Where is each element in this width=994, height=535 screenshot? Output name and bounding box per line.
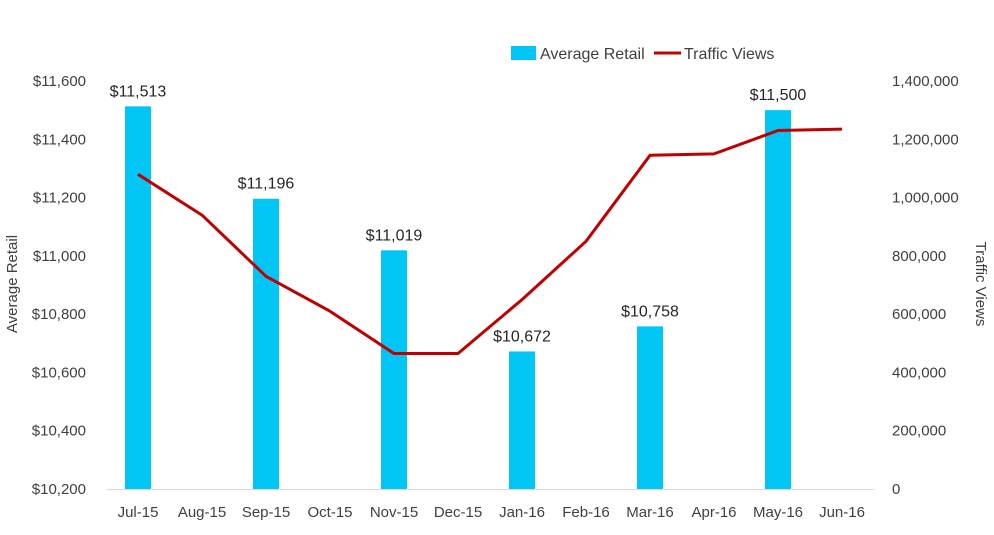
bar-data-label: $10,758 xyxy=(621,303,679,320)
bar-data-label: $11,500 xyxy=(750,87,807,104)
x-tick-label: Feb-16 xyxy=(562,504,610,521)
x-tick-label: Dec-15 xyxy=(434,504,482,521)
legend-label-traffic-views: Traffic Views xyxy=(684,46,774,63)
right-tick-label: 1,000,000 xyxy=(892,190,959,207)
right-axis-title: Traffic Views xyxy=(972,242,989,327)
x-tick-label: Mar-16 xyxy=(626,504,674,521)
bar-nov-15 xyxy=(381,250,407,489)
legend-swatch-average-retail xyxy=(511,46,536,60)
x-tick-label: Aug-15 xyxy=(178,504,226,521)
left-tick-label: $11,200 xyxy=(33,190,86,207)
bar-series-average-retail xyxy=(125,106,791,490)
right-tick-label: 600,000 xyxy=(892,306,946,323)
legend-label-average-retail: Average Retail xyxy=(540,46,645,63)
bar-jul-15 xyxy=(125,106,151,490)
right-tick-label: 800,000 xyxy=(892,248,946,265)
bar-may-16 xyxy=(765,110,791,490)
bar-mar-16 xyxy=(637,326,663,489)
left-tick-label: $11,000 xyxy=(33,248,86,265)
x-tick-label: Sep-15 xyxy=(242,504,290,521)
left-tick-label: $10,800 xyxy=(32,306,86,323)
bar-data-label: $10,672 xyxy=(493,328,551,345)
left-tick-label: $10,400 xyxy=(32,423,86,440)
right-tick-label: 200,000 xyxy=(892,423,946,440)
bar-sep-15 xyxy=(253,198,279,490)
left-tick-label: $11,400 xyxy=(33,131,86,148)
x-tick-label: Jul-15 xyxy=(118,504,159,521)
x-tick-label: May-16 xyxy=(753,504,803,521)
left-tick-label: $10,600 xyxy=(32,364,86,381)
x-tick-label: Jun-16 xyxy=(819,504,865,521)
bar-data-label: $11,019 xyxy=(366,227,423,244)
x-axis-ticks: Jul-15 Aug-15 Sep-15 Oct-15 Nov-15 Dec-15 Jan-… xyxy=(118,504,865,521)
right-tick-label: 400,000 xyxy=(892,364,946,381)
right-tick-label: 1,400,000 xyxy=(892,73,959,90)
x-tick-label: Nov-15 xyxy=(370,504,418,521)
traffic-views-line xyxy=(137,127,843,355)
left-tick-label: $11,600 xyxy=(33,73,86,90)
bar-data-label: $11,513 xyxy=(110,83,167,100)
x-tick-label: Apr-16 xyxy=(691,504,736,521)
left-axis-title: Average Retail xyxy=(4,235,21,333)
right-tick-label: 1,200,000 xyxy=(892,131,959,148)
bar-data-label: $11,196 xyxy=(238,176,295,193)
left-tick-label: $10,200 xyxy=(32,481,86,498)
bar-data-labels: $11,513 $11,196 $11,019 $10,672 $10,758 $11,5… xyxy=(110,83,807,345)
x-tick-label: Jan-16 xyxy=(499,504,545,521)
bar-jan-16 xyxy=(509,351,535,489)
right-axis-ticks: 0 200,000 400,000 600,000 800,000 1,000,000 1,… xyxy=(892,73,959,498)
right-tick-label: 0 xyxy=(892,481,900,498)
left-axis-ticks: $10,200 $10,400 $10,600 $10,800 $11,000 $11,2… xyxy=(32,73,86,498)
x-tick-label: Oct-15 xyxy=(307,504,352,521)
legend: Average Retail Traffic Views xyxy=(511,46,774,63)
line-series-traffic-views xyxy=(137,127,843,355)
